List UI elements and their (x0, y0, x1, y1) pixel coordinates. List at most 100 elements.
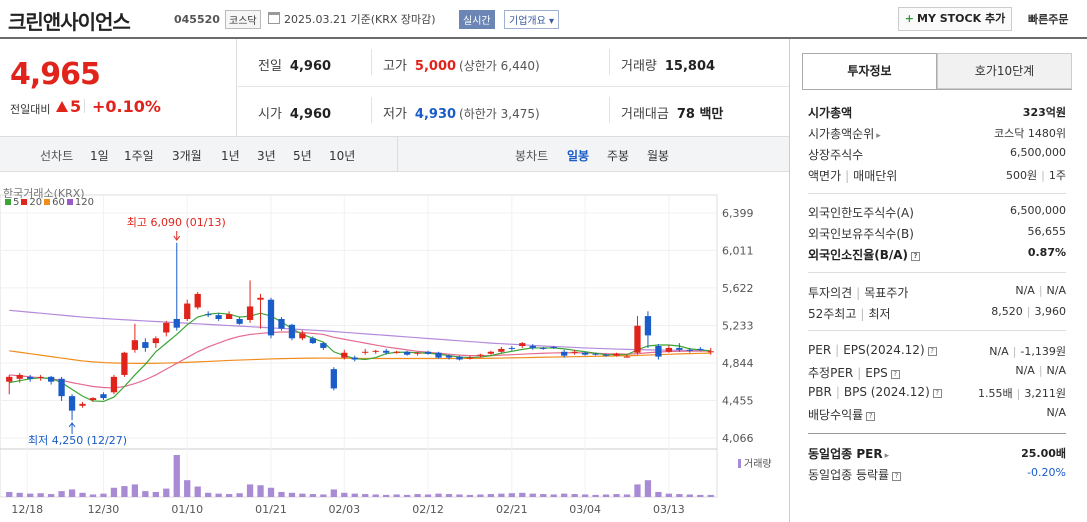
help-icon: ? (892, 472, 902, 481)
foreign-group: 외국인한도주식수(A) 6,500,000 외국인보유주식수(B) 56,655 외… (808, 201, 1066, 264)
add-mystock-button[interactable]: + MY STOCK 추가 (898, 7, 1012, 31)
group-divider (808, 330, 1066, 331)
valuation-group: PER | EPS(2024.12)? N/A | -1,139원 추정PER | EPS? N… (808, 340, 1066, 424)
candle-body (477, 354, 484, 356)
volume-bar (309, 494, 317, 497)
candle-body (152, 338, 159, 344)
volume-bar (225, 494, 233, 497)
candle-body (257, 297, 264, 300)
stock-header: 크린앤사이언스 045520 코스닥 2025.03.21 기준(KRX 장마감… (0, 0, 1087, 39)
y-tick-label: 5,622 (722, 282, 754, 295)
period-1d[interactable]: 1일 (90, 149, 109, 163)
shares-row: 상장주식수 6,500,000 (808, 146, 1066, 162)
dividend-row: 배당수익률? N/A (808, 406, 1066, 422)
period-3y[interactable]: 3년 (257, 149, 276, 163)
est-per-row: 추정PER | EPS? N/A | N/A (808, 364, 1066, 380)
volume-legend-swatch (738, 459, 741, 468)
open-price: 시가 4,960 (258, 107, 332, 122)
volume-bar (623, 494, 631, 497)
par-unit-row: 액면가 | 매매단위 500원 | 1주 (808, 169, 1066, 183)
candle-body (435, 352, 442, 358)
candle-weekly[interactable]: 주봉 (607, 149, 630, 163)
price-chart[interactable]: 6,399 6,011 5,622 5,233 4,844 4,455 4,066 12/18… (0, 173, 789, 522)
candle-body (634, 325, 641, 353)
candle-body (592, 353, 599, 355)
candle-body (341, 352, 348, 358)
period-1y[interactable]: 1년 (221, 149, 240, 163)
tab-hoga[interactable]: 호가10단계 (937, 53, 1072, 89)
price-stats: 전일 4,960 고가 5,000 (상한가 6,440) 거래량 15,804 시가 4… (238, 39, 789, 136)
period-3m[interactable]: 3개월 (172, 149, 202, 163)
mcap-row: 시가총액 323억원 (808, 106, 1066, 120)
ma-20-swatch (21, 199, 28, 205)
volume-bar (89, 494, 97, 497)
candle-body (236, 318, 243, 324)
candle-body (508, 347, 515, 349)
current-price: 4,965 (10, 57, 101, 92)
volume-bar (602, 494, 610, 497)
period-1w[interactable]: 1주일 (124, 149, 154, 163)
stats-divider (609, 49, 610, 75)
low-price: 저가 4,930 (하한가 3,475) (383, 107, 540, 122)
candle-body (110, 376, 118, 393)
candle-body (571, 351, 578, 353)
base-date: 2025.03.21 기준(KRX 장마감) (284, 13, 436, 26)
candle-body (37, 376, 44, 378)
volume-bar (372, 494, 379, 497)
help-icon: ? (866, 412, 876, 421)
candle-body (89, 398, 97, 401)
tab-invest-info[interactable]: 투자정보 (802, 53, 937, 89)
volume-bar (508, 493, 515, 497)
ma-20-label: 20 (29, 197, 43, 208)
w52-row: 52주최고 | 최저 8,520 | 3,960 (808, 305, 1066, 321)
volume-bar (246, 484, 254, 497)
stats-divider (371, 49, 372, 75)
candle-body (309, 338, 317, 344)
volume-bar (16, 492, 23, 497)
volume-bar (205, 492, 212, 497)
volume: 거래량 15,804 (621, 59, 716, 74)
x-tick-label: 02/21 (496, 503, 528, 516)
volume-bar (351, 493, 358, 497)
x-tick-label: 12/30 (88, 503, 120, 516)
volume-bar (592, 494, 599, 497)
candle-body (184, 303, 191, 319)
header-divider (0, 37, 1087, 39)
period-5y[interactable]: 5년 (293, 149, 312, 163)
volume-bar (341, 492, 348, 497)
volume-bar (131, 484, 139, 497)
period-10y[interactable]: 10년 (329, 149, 356, 163)
candle-body (424, 351, 432, 354)
help-icon: ? (911, 252, 921, 261)
industry-per-row[interactable]: 동일업종 PER ▸ 25.00배 (808, 447, 1066, 461)
volume-bar (330, 489, 337, 497)
calendar-icon (268, 12, 280, 24)
candle-body (362, 351, 369, 353)
stock-code: 045520 (174, 13, 220, 26)
candle-daily[interactable]: 일봉 (567, 149, 590, 163)
help-icon: ? (890, 370, 900, 379)
ma-legend: 5 20 60 120 (3, 197, 94, 208)
candle-body (47, 376, 55, 382)
low-arrow-head (68, 422, 76, 428)
realtime-button[interactable]: 실시간 (459, 10, 495, 29)
ma-120-label: 120 (74, 197, 94, 208)
line-chart-label: 선차트 (40, 149, 74, 163)
candle-body (383, 350, 390, 353)
candle-body (697, 348, 704, 350)
low-annotation: 최저 4,250 (12/27) (28, 434, 127, 447)
candle-body (79, 403, 86, 406)
quick-order-button[interactable]: 빠른주문 (1028, 13, 1069, 26)
volume-bar (6, 491, 13, 497)
volume-bar (79, 492, 86, 497)
volume-bar (403, 494, 411, 497)
x-tick-label: 01/10 (171, 503, 203, 516)
volume-bar (707, 494, 714, 497)
candle-body (540, 347, 547, 349)
mcap-rank-row[interactable]: 시가총액순위 ▸ 코스닥 1480위 (808, 127, 1066, 141)
company-overview-dropdown[interactable]: 기업개요 ▾ (504, 10, 559, 29)
candle-monthly[interactable]: 월봉 (647, 149, 670, 163)
stats-divider (371, 97, 372, 123)
help-icon: ? (932, 389, 942, 398)
candle-body (707, 351, 714, 353)
